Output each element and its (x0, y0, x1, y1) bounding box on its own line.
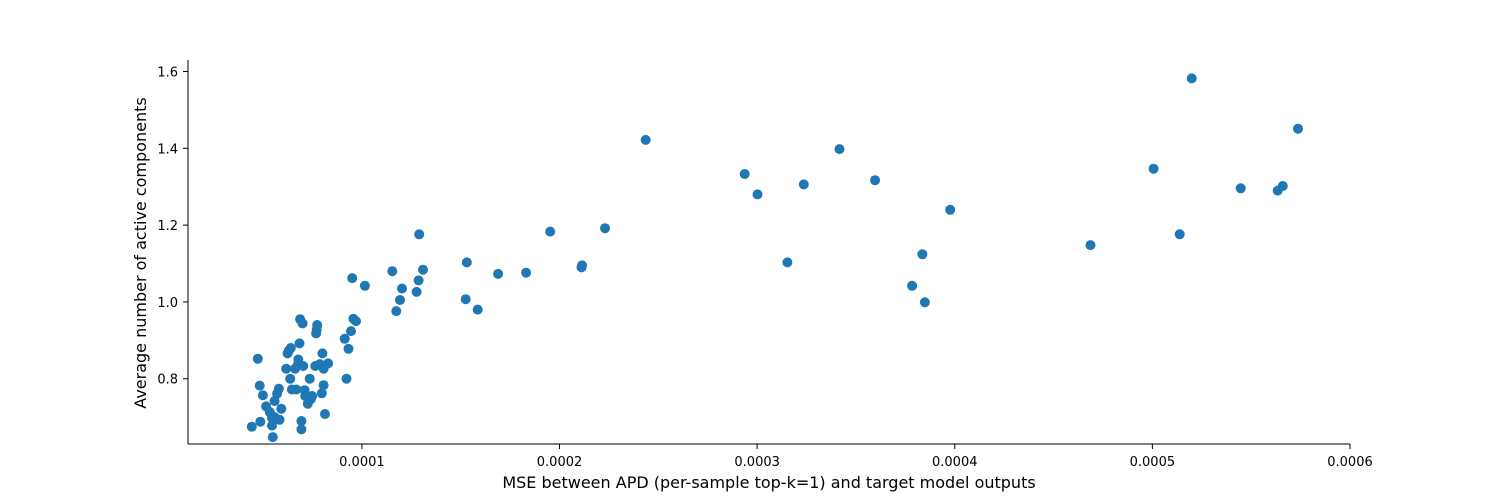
data-point (418, 264, 428, 275)
data-point (545, 226, 556, 237)
data-point (294, 338, 305, 349)
data-point (341, 373, 352, 384)
data-point (472, 304, 483, 315)
data-point (285, 343, 296, 353)
data-point (521, 267, 532, 278)
data-point (351, 316, 361, 327)
x-tick-label: 0.0004 (932, 455, 978, 470)
data-point (461, 257, 472, 268)
y-axis-title: Average number of active components (131, 97, 150, 408)
data-point (285, 373, 296, 384)
data-point (276, 403, 287, 414)
data-point (343, 343, 354, 354)
data-point (917, 249, 928, 260)
data-point (316, 388, 327, 399)
data-points (246, 73, 1303, 443)
data-point (339, 333, 350, 344)
data-point (1235, 183, 1246, 194)
data-point (870, 175, 881, 186)
data-point (1174, 229, 1185, 240)
x-axis-ticks: 0.0001 0.0002 0.0003 0.0004 0.0005 0.0006 (339, 444, 1373, 470)
data-point (252, 353, 263, 364)
data-point (411, 286, 422, 297)
data-point (391, 306, 402, 317)
x-tick-label: 0.0003 (734, 455, 780, 470)
data-point (318, 380, 329, 391)
data-point (397, 283, 407, 294)
data-point (460, 294, 471, 305)
data-point (323, 358, 334, 369)
data-point (347, 273, 358, 284)
data-point (273, 383, 284, 394)
data-point (274, 414, 285, 425)
data-point (640, 134, 651, 145)
data-point (267, 420, 277, 431)
data-point (739, 169, 750, 179)
data-point (281, 363, 292, 374)
data-point (1148, 163, 1159, 174)
data-point (257, 390, 268, 401)
data-point (312, 320, 323, 330)
data-point (945, 204, 956, 215)
data-point (577, 260, 588, 271)
data-point (254, 380, 265, 391)
data-point (413, 275, 424, 286)
data-point (1085, 240, 1096, 251)
data-point (834, 144, 845, 155)
x-tick-label: 0.0006 (1327, 455, 1373, 470)
data-point (298, 361, 309, 371)
data-point (346, 326, 356, 337)
y-tick-label: 1.0 (157, 296, 178, 311)
data-point (1186, 73, 1197, 84)
x-tick-label: 0.0002 (537, 455, 583, 470)
y-tick-label: 1.4 (157, 142, 178, 157)
data-point (493, 268, 504, 279)
x-tick-label: 0.0005 (1130, 455, 1176, 470)
data-point (600, 223, 610, 234)
y-tick-label: 1.2 (157, 219, 178, 234)
y-axis-ticks: 0.8 1.0 1.2 1.4 1.6 (157, 66, 188, 388)
data-point (320, 409, 330, 419)
data-point (752, 189, 763, 200)
data-point (267, 432, 278, 443)
data-point (296, 416, 307, 426)
data-point (919, 297, 930, 308)
x-tick-label: 0.0001 (339, 455, 385, 470)
data-point (296, 424, 307, 435)
data-point (359, 280, 370, 291)
x-axis-title: MSE between APD (per-sample top-k=1) and… (502, 473, 1035, 492)
data-point (395, 295, 405, 305)
data-point (297, 318, 308, 329)
data-point (307, 391, 318, 401)
data-point (907, 280, 918, 291)
data-point (387, 266, 398, 277)
data-point (1277, 181, 1288, 191)
data-point (246, 421, 257, 432)
data-point (291, 384, 302, 395)
data-point (255, 416, 266, 427)
y-tick-label: 0.8 (157, 373, 178, 388)
data-point (304, 373, 315, 384)
data-point (317, 348, 328, 359)
data-point (782, 257, 793, 268)
data-point (798, 179, 809, 190)
data-point (1293, 123, 1303, 134)
data-point (414, 229, 425, 240)
y-tick-label: 1.6 (157, 66, 178, 81)
